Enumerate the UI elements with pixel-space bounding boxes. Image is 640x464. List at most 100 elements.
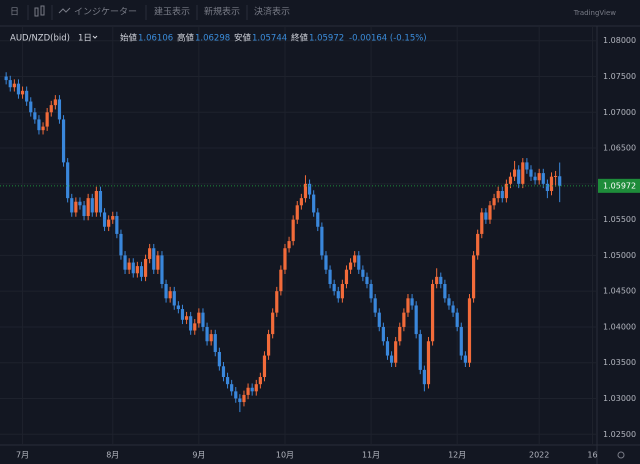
y-tick-label: 1.07000 [603,108,636,117]
candle-body [246,387,250,395]
last-price-label: 1.05972 [603,181,636,190]
candle-body [312,194,316,213]
candle-body [553,175,558,177]
candle-body [49,105,53,113]
low-value: 1.05744 [252,34,287,44]
candle-body [135,266,139,274]
x-tick-label: 16 [587,451,597,460]
candle-body [344,269,349,285]
candle-body [254,384,258,392]
candle-body [197,312,201,324]
candle-body [82,205,86,217]
candle-body [271,312,275,335]
candle-body [332,284,336,292]
symbol: AUD/NZD(bid) [10,34,70,44]
dropdown-caret[interactable] [92,35,98,39]
interval-button[interactable]: 日 [10,7,19,18]
candle-body [127,262,131,270]
candle-body [4,76,8,81]
candle-body [258,377,262,385]
candle-body [180,309,185,320]
candle-body [381,326,385,342]
candle-body [336,291,340,299]
toolbar-button[interactable]: 決済表示 [254,6,290,18]
low-label: 安値 [234,33,252,44]
toolbar-button[interactable]: 新規表示 [204,6,240,18]
settings-icon[interactable] [617,451,625,459]
candle-body [328,269,332,285]
candle-body [201,312,205,327]
candle-body [189,316,193,331]
y-tick-label: 1.04500 [603,287,636,296]
candle-body [443,284,447,299]
candle-body [500,190,504,199]
candle-body [107,219,111,227]
candle-body [389,355,394,363]
candle-body [74,201,78,213]
candle-body [53,99,57,106]
candle-body [250,387,254,392]
open-value: 1.06106 [138,34,173,44]
candle-body [480,212,484,234]
candle-body [463,355,467,363]
candle-icon[interactable] [34,5,45,17]
candle-body [238,398,242,403]
candle-body [102,212,107,227]
candle-body [266,334,271,356]
candle-body [176,305,180,310]
y-tick-label: 1.07500 [603,72,636,81]
candle-body [225,377,230,385]
candle-body [295,205,299,220]
candle-body [94,190,98,213]
candle-body [291,219,295,242]
candle-body [209,334,213,342]
candle-body [357,255,361,270]
candle-body [307,183,312,195]
candle-body [451,305,455,313]
candle-body [496,190,500,199]
candle-body [230,384,234,392]
candle-body [369,284,373,299]
candle-body [41,126,45,131]
indicators-button[interactable]: インジケーター [74,7,137,18]
candle-body [115,216,119,234]
candle-body [537,173,541,181]
candle-body [508,176,513,184]
candle-body [160,255,164,285]
candle-body [525,162,529,170]
candle-body [119,233,123,256]
y-tick-label: 1.04000 [603,322,636,331]
candle-body [90,198,94,213]
candle-body [234,391,238,399]
candle-body [471,255,476,299]
toolbar-button[interactable]: 建玉表示 [154,6,190,18]
candle-body [320,226,324,256]
candle-body [533,176,537,181]
candle-body [37,119,41,131]
candle-body [377,312,381,327]
candle-body [348,262,353,270]
candle-body [25,90,29,102]
candle-body [517,169,521,184]
x-tick-label: 11月 [362,451,380,460]
candle-body [86,198,90,217]
candle-body [29,101,33,113]
candle-body [221,366,226,378]
y-tick-label: 1.08000 [603,36,636,45]
candle-body [398,326,402,342]
change: -0.00164 (-0.15%) [349,34,427,44]
candle-body [504,183,508,199]
candle-body [430,284,435,342]
candle-body [61,119,66,163]
indicator-icon[interactable] [58,7,71,14]
grid [0,26,597,445]
y-tick-label: 1.05500 [603,215,636,224]
candle-body [70,198,74,213]
candle-body [410,298,414,306]
candle-body [324,255,328,270]
candle-body [184,316,189,320]
candle-body [545,183,549,191]
candles [0,72,597,413]
candle-body [488,205,492,220]
high-label: 高値 [177,33,195,44]
